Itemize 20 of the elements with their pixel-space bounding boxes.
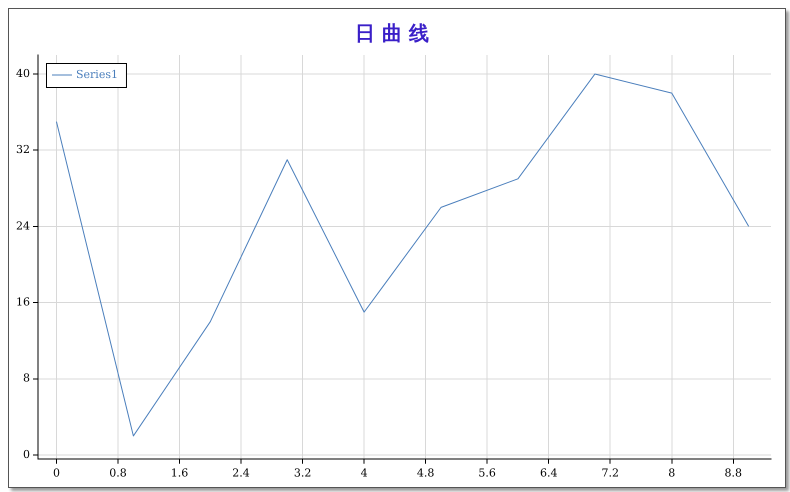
y-tick-label: 32	[16, 143, 30, 156]
y-tick-label: 0	[22, 448, 30, 461]
legend-label: Series1	[76, 68, 118, 81]
x-tick-label: 0.8	[109, 466, 127, 480]
chart-title: 日 曲 线	[355, 21, 429, 46]
x-tick-label: 3.2	[294, 466, 312, 480]
x-tick-label: 0	[52, 466, 60, 480]
x-tick-label: 6.4	[540, 466, 558, 480]
x-tick-label: 4	[360, 466, 368, 480]
y-tick-label: 8	[22, 372, 30, 385]
x-tick-label: 8.8	[724, 466, 742, 480]
x-tick-label: 2.4	[232, 466, 250, 480]
x-tick-label: 7.2	[601, 466, 619, 480]
y-tick-label: 16	[16, 295, 30, 308]
x-tick-label: 1.6	[170, 466, 188, 480]
y-tick-label: 24	[16, 219, 30, 232]
x-tick-label: 5.6	[478, 466, 496, 480]
x-tick-label: 8	[668, 466, 676, 480]
x-tick-label: 4.8	[416, 466, 434, 480]
y-tick-label: 40	[16, 66, 30, 80]
